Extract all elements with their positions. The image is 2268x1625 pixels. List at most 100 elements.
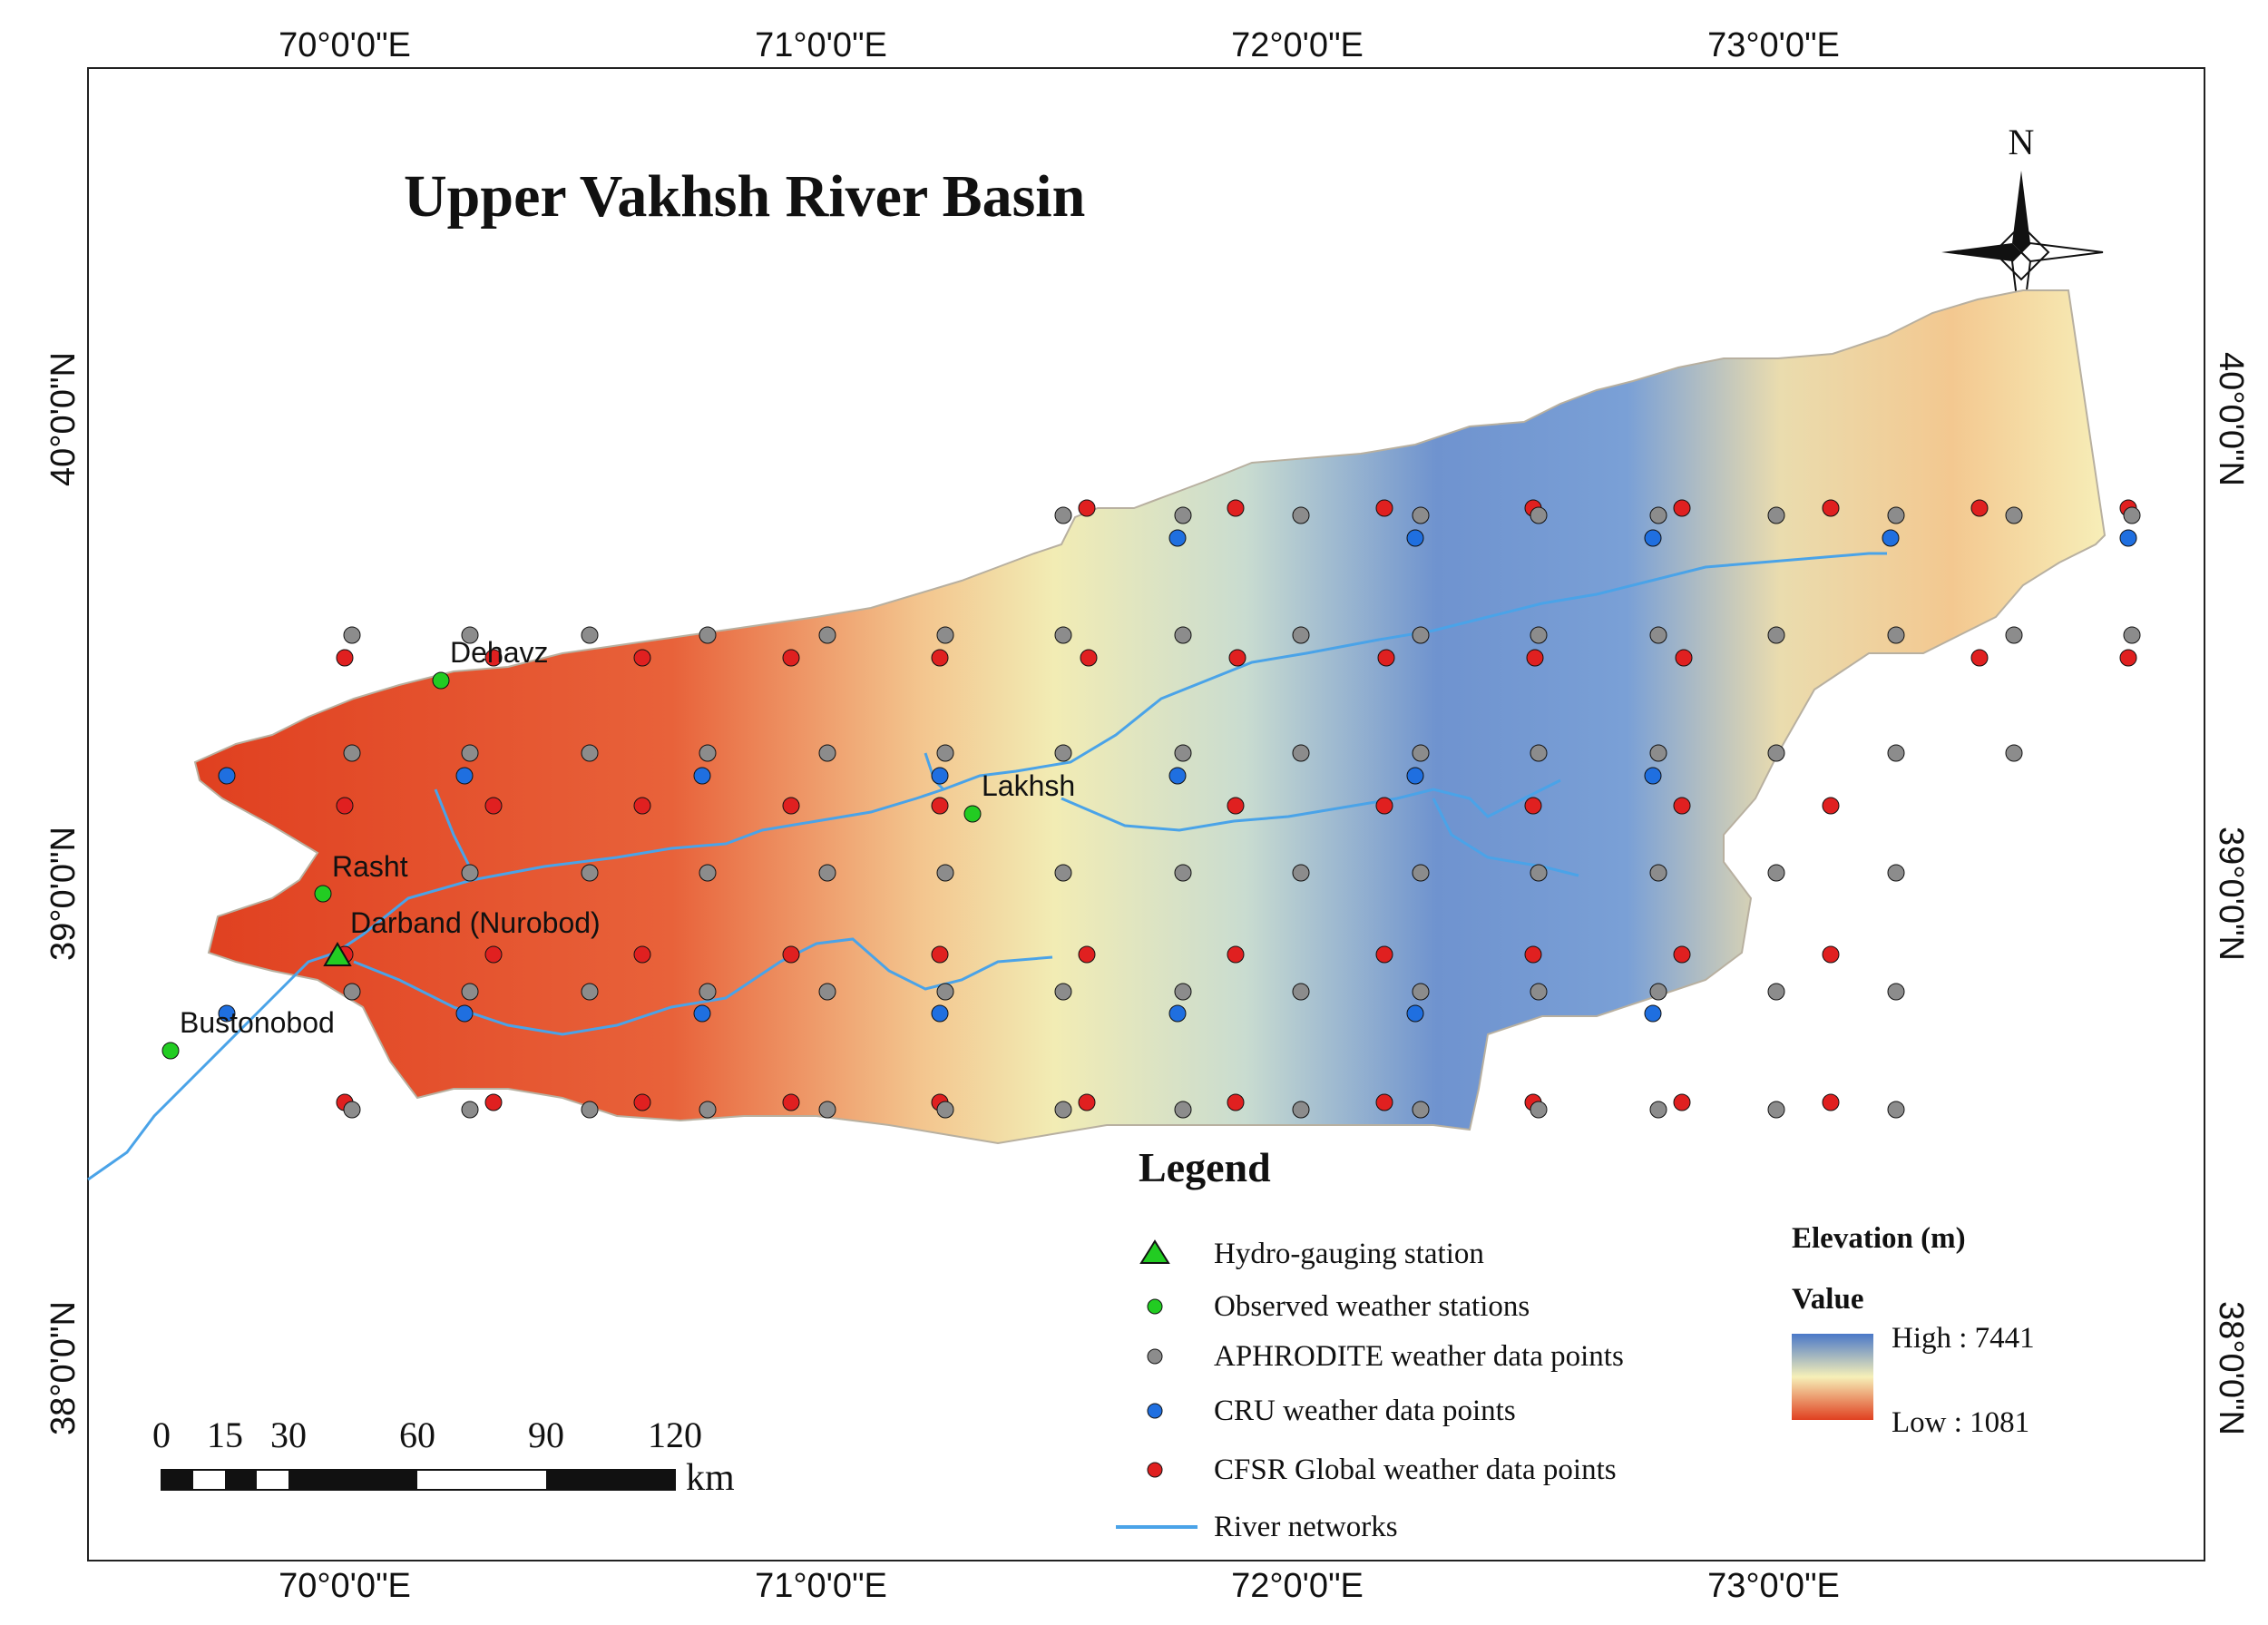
aphrodite-point bbox=[936, 864, 954, 882]
aphrodite-point bbox=[936, 626, 954, 644]
label-lakhsh: Lakhsh bbox=[982, 769, 1075, 802]
cru-point bbox=[693, 767, 711, 785]
aphrodite-points bbox=[343, 506, 2141, 1119]
weather-data-points bbox=[161, 499, 2141, 1119]
aphrodite-point bbox=[2123, 626, 2141, 644]
aphrodite-point bbox=[936, 1101, 954, 1119]
aphrodite-point bbox=[1887, 864, 1905, 882]
river-networks bbox=[87, 552, 1887, 1181]
aphrodite-point bbox=[461, 744, 479, 762]
station-dehavz bbox=[432, 671, 450, 690]
aphrodite-point bbox=[1174, 864, 1192, 882]
legend-title: Legend bbox=[1139, 1144, 1271, 1190]
aphrodite-point bbox=[1767, 626, 1785, 644]
aphrodite-point bbox=[2005, 744, 2023, 762]
scale-tick: 120 bbox=[648, 1415, 702, 1455]
aphrodite-point bbox=[1530, 864, 1548, 882]
cfsr-point bbox=[484, 797, 503, 815]
aphrodite-point bbox=[1412, 864, 1430, 882]
aphrodite-point bbox=[936, 744, 954, 762]
aphrodite-point bbox=[699, 983, 717, 1001]
aphrodite-point bbox=[1767, 506, 1785, 524]
cfsr-point bbox=[633, 945, 651, 964]
legend-item-label: River networks bbox=[1214, 1511, 1398, 1543]
cru-point bbox=[1882, 529, 1900, 547]
aphrodite-point bbox=[1649, 983, 1667, 1001]
cfsr-point bbox=[1970, 649, 1989, 667]
aphrodite-point bbox=[1530, 626, 1548, 644]
aphrodite-point bbox=[1767, 1101, 1785, 1119]
cfsr-point bbox=[336, 797, 354, 815]
aphrodite-point bbox=[581, 983, 599, 1001]
aphrodite-point bbox=[1292, 626, 1310, 644]
cru-point bbox=[1406, 1004, 1424, 1023]
cru-point bbox=[455, 1004, 474, 1023]
cru-point bbox=[1168, 529, 1187, 547]
lon-tick-73-bottom: 73°0'0"E bbox=[1707, 1567, 1840, 1605]
lat-tick-40-left: 40°0'0"N bbox=[44, 352, 83, 486]
cru-point bbox=[2119, 529, 2137, 547]
aphrodite-point bbox=[1649, 1101, 1667, 1119]
elevation-color-ramp bbox=[1792, 1334, 1873, 1420]
aphrodite-point bbox=[1054, 983, 1072, 1001]
cru-point bbox=[455, 767, 474, 785]
legend-triangle-icon bbox=[1139, 1239, 1170, 1264]
aphrodite-point bbox=[461, 1101, 479, 1119]
cfsr-point bbox=[782, 945, 800, 964]
aphrodite-point bbox=[1292, 744, 1310, 762]
river-branch-east bbox=[1061, 778, 1561, 832]
scale-tick: 0 bbox=[152, 1415, 171, 1455]
aphrodite-point bbox=[1649, 506, 1667, 524]
lat-tick-38-right: 38°0'0"N bbox=[2212, 1301, 2250, 1435]
cfsr-point bbox=[1227, 945, 1245, 964]
aphrodite-point bbox=[343, 626, 361, 644]
cfsr-point bbox=[1228, 649, 1246, 667]
lon-tick-71-bottom: 71°0'0"E bbox=[755, 1567, 887, 1605]
cfsr-point bbox=[782, 649, 800, 667]
cfsr-point bbox=[782, 1093, 800, 1111]
aphrodite-point bbox=[818, 1101, 836, 1119]
cru-point bbox=[931, 1004, 949, 1023]
cru-points bbox=[218, 529, 2137, 1023]
aphrodite-point bbox=[1412, 626, 1430, 644]
cfsr-point bbox=[633, 649, 651, 667]
scale-tick: 90 bbox=[528, 1415, 564, 1455]
elevation-title: Elevation (m) bbox=[1792, 1222, 1966, 1255]
cfsr-point bbox=[1970, 499, 1989, 517]
aphrodite-point bbox=[461, 864, 479, 882]
cfsr-point bbox=[484, 1093, 503, 1111]
scale-tick: 30 bbox=[270, 1415, 307, 1455]
cfsr-point bbox=[336, 649, 354, 667]
map-title: Upper Vakhsh River Basin bbox=[404, 163, 1085, 230]
cfsr-point bbox=[1675, 649, 1693, 667]
lat-tick-39-left: 39°0'0"N bbox=[44, 827, 83, 961]
elevation-high: High : 7441 bbox=[1892, 1322, 2035, 1355]
cfsr-point bbox=[1227, 1093, 1245, 1111]
cfsr-point bbox=[1227, 797, 1245, 815]
aphrodite-point bbox=[1292, 506, 1310, 524]
lat-tick-40-right: 40°0'0"N bbox=[2212, 352, 2250, 486]
cfsr-point bbox=[1526, 649, 1544, 667]
cru-point bbox=[1644, 767, 1662, 785]
river-branch-east2 bbox=[1432, 798, 1579, 877]
cru-point bbox=[1406, 767, 1424, 785]
legend-blue-dot-icon bbox=[1147, 1403, 1163, 1419]
aphrodite-point bbox=[1412, 1101, 1430, 1119]
aphrodite-point bbox=[936, 983, 954, 1001]
cfsr-point bbox=[1080, 649, 1098, 667]
legend-gray-dot-icon bbox=[1147, 1348, 1163, 1365]
legend-item-label: Hydro-gauging station bbox=[1214, 1238, 1484, 1270]
legend-item-label: CRU weather data points bbox=[1214, 1395, 1516, 1427]
observed-stations bbox=[161, 671, 982, 1060]
legend-green-dot-icon bbox=[1147, 1298, 1163, 1315]
aphrodite-point bbox=[461, 983, 479, 1001]
aphrodite-point bbox=[1649, 626, 1667, 644]
legend-red-dot-icon bbox=[1147, 1462, 1163, 1478]
aphrodite-point bbox=[1530, 744, 1548, 762]
cru-point bbox=[218, 1004, 236, 1023]
aphrodite-point bbox=[699, 1101, 717, 1119]
aphrodite-point bbox=[1054, 864, 1072, 882]
aphrodite-point bbox=[818, 864, 836, 882]
cfsr-point bbox=[633, 797, 651, 815]
